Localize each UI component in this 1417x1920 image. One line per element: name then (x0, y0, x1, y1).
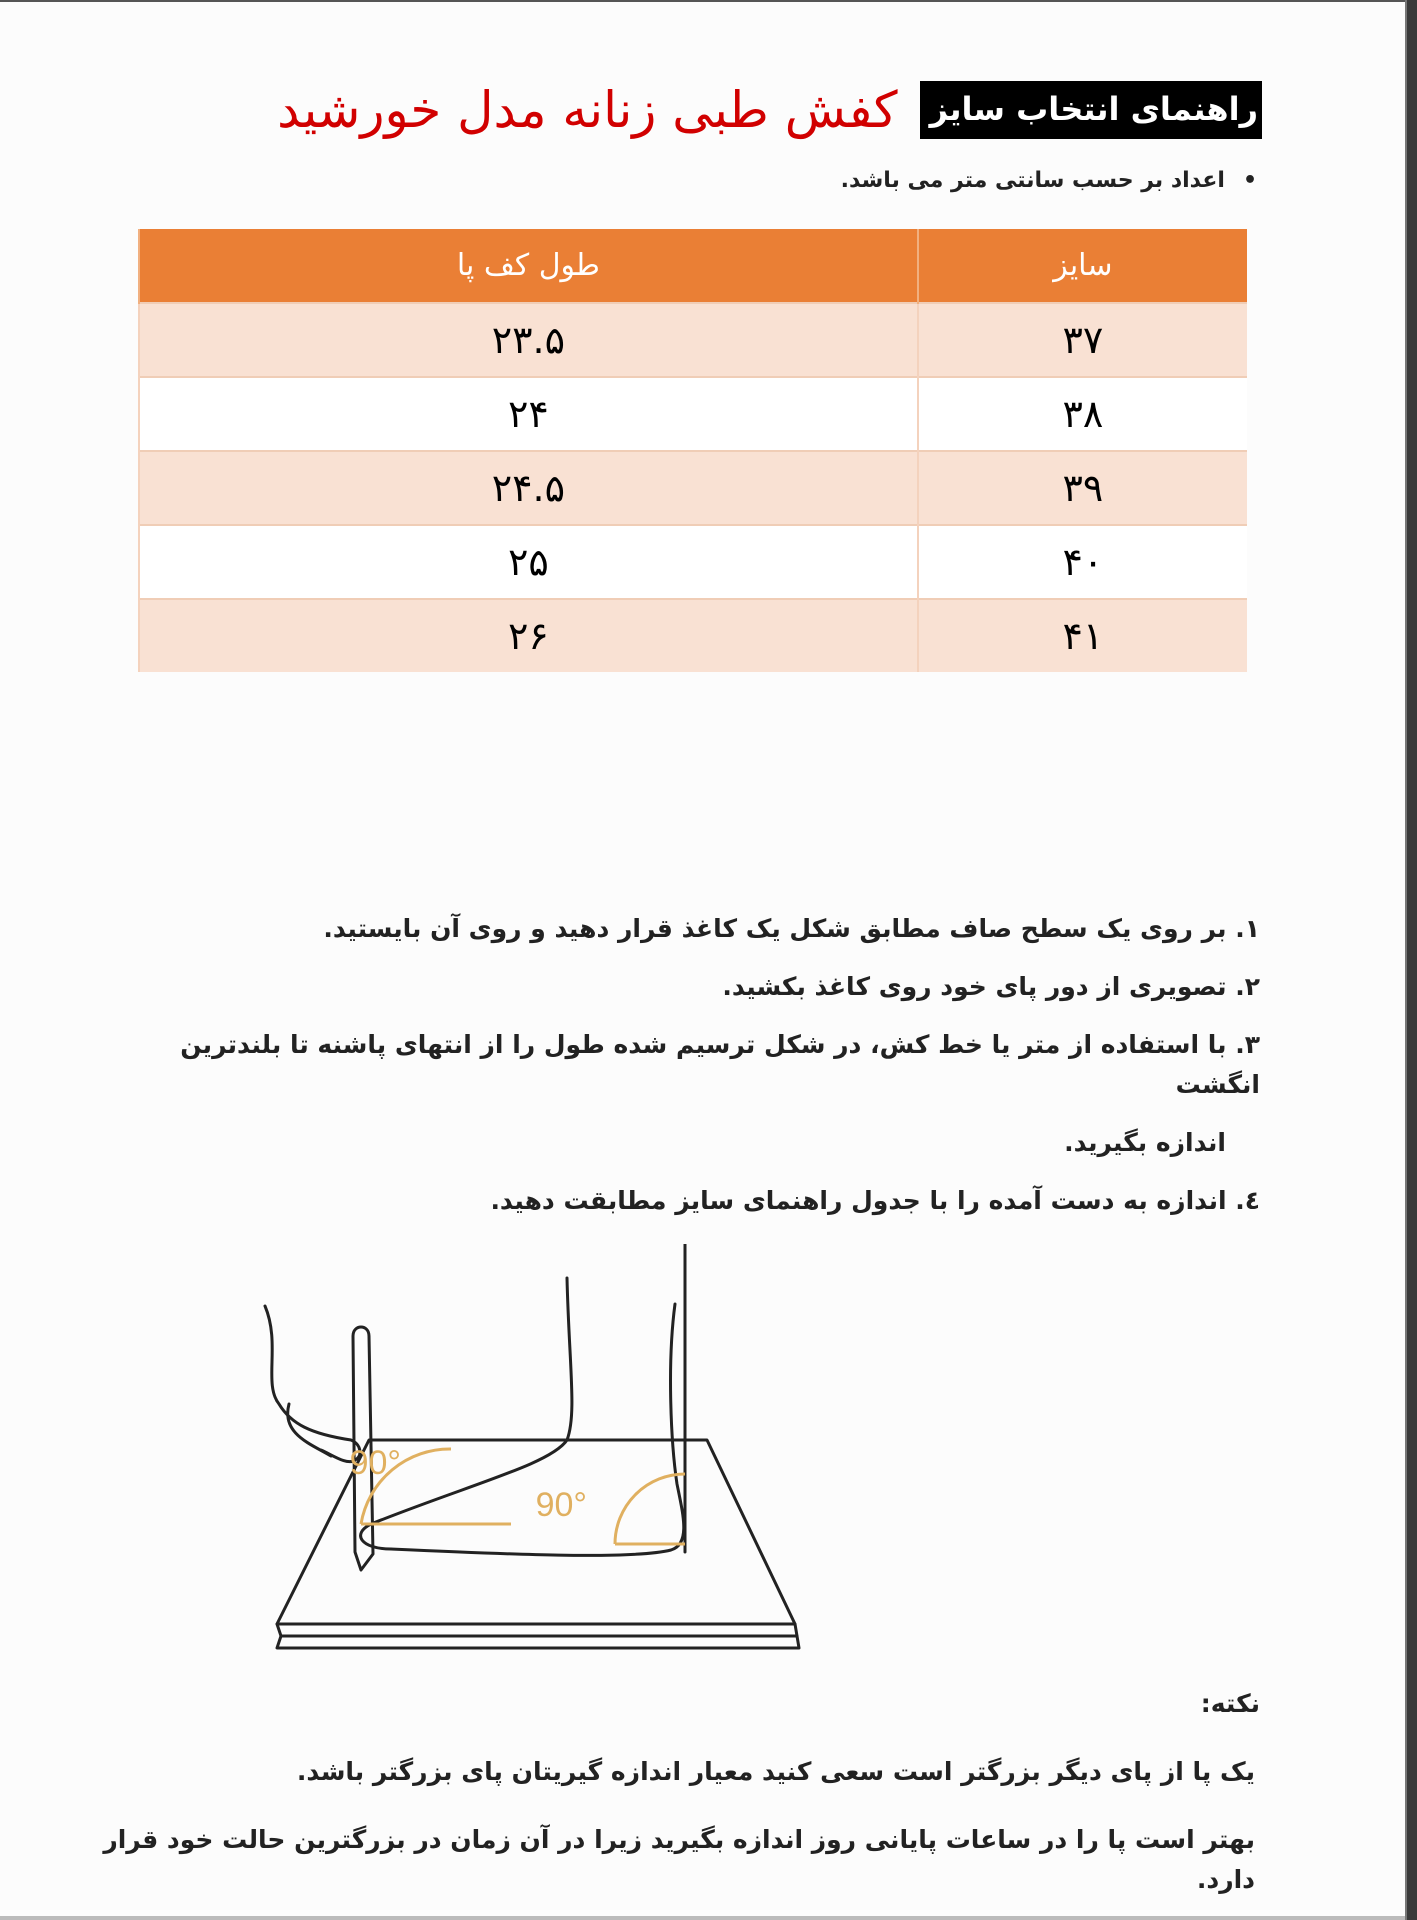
table-row: ۴۰ ۲۵ (138, 524, 1247, 599)
step-1: ۱. بر روی یک سطح صاف مطابق شکل یک کاغذ ق… (323, 914, 1260, 943)
size-cell: ۳۸ (916, 376, 1247, 451)
length-cell: ۲۴ (138, 376, 918, 451)
header-foot-length: طول کف پا (138, 229, 918, 303)
header-size: سایز (916, 229, 1247, 303)
instructions: ۱. بر روی یک سطح صاف مطابق شکل یک کاغذ ق… (100, 900, 1260, 1230)
table-row: ۳۷ ۲۳.۵ (138, 302, 1247, 377)
lower-content: ۱. بر روی یک سطح صاف مطابق شکل یک کاغذ ق… (100, 900, 1260, 1900)
window-edge (1405, 0, 1417, 1920)
bottom-border (0, 1916, 1405, 1920)
table-row: ۳۸ ۲۴ (138, 376, 1247, 451)
angle-arc-1 (359, 1447, 511, 1526)
unit-note: اعداد بر حسب سانتی متر می باشد. (841, 168, 1257, 193)
table-header-row: سایز طول کف پا (138, 229, 1247, 303)
note-line-1: یک پا از پای دیگر بزرگتر است سعی کنید مع… (296, 1757, 1255, 1786)
size-cell: ۴۱ (916, 598, 1247, 672)
page-header: راهنمای انتخاب سایز کفش طبی زنانه مدل خو… (277, 80, 1262, 140)
paper-stack-1 (275, 1622, 799, 1638)
size-table: سایز طول کف پا ۳۷ ۲۳.۵ ۳۸ ۲۴ ۳۹ ۲۴.۵ ۴۰ ۲۵ ۴… (138, 229, 1247, 672)
length-cell: ۲۵ (138, 524, 918, 599)
top-border (0, 0, 1405, 2)
page-title: کفش طبی زنانه مدل خورشید (277, 81, 898, 139)
size-cell: ۳۷ (916, 302, 1247, 377)
foot-measurement-illustration: 90° 90° (263, 1244, 801, 1650)
angle-arc-2 (613, 1472, 686, 1546)
foot-outline (359, 1276, 686, 1557)
size-cell: ۴۰ (916, 524, 1247, 599)
length-cell: ۲۳.۵ (138, 302, 918, 377)
pencil (351, 1325, 375, 1572)
size-guide-badge: راهنمای انتخاب سایز (919, 81, 1262, 139)
hand-outline (263, 1304, 362, 1464)
step-3: ۳. با استفاده از متر یا خط کش، در شکل تر… (180, 1030, 1260, 1099)
angle-label-1: 90° (350, 1444, 401, 1482)
table-row: ۳۹ ۲۴.۵ (138, 450, 1247, 525)
length-cell: ۲۶ (138, 598, 918, 672)
step-2: ۲. تصویری از دور پای خود روی کاغذ بکشید. (722, 972, 1260, 1001)
paper-stack-2 (275, 1634, 801, 1650)
step-4: ٤. اندازه به دست آمده را با جدول راهنمای… (490, 1186, 1260, 1215)
note-line-2: بهتر است پا را در ساعات پایانی روز انداز… (103, 1825, 1255, 1894)
note-heading: نکته: (1200, 1689, 1260, 1718)
table-row: ۴۱ ۲۶ (138, 598, 1247, 672)
angle-label-2: 90° (536, 1486, 587, 1524)
size-cell: ۳۹ (916, 450, 1247, 525)
length-cell: ۲۴.۵ (138, 450, 918, 525)
step-3-continued: اندازه بگیرید. (1064, 1128, 1226, 1157)
